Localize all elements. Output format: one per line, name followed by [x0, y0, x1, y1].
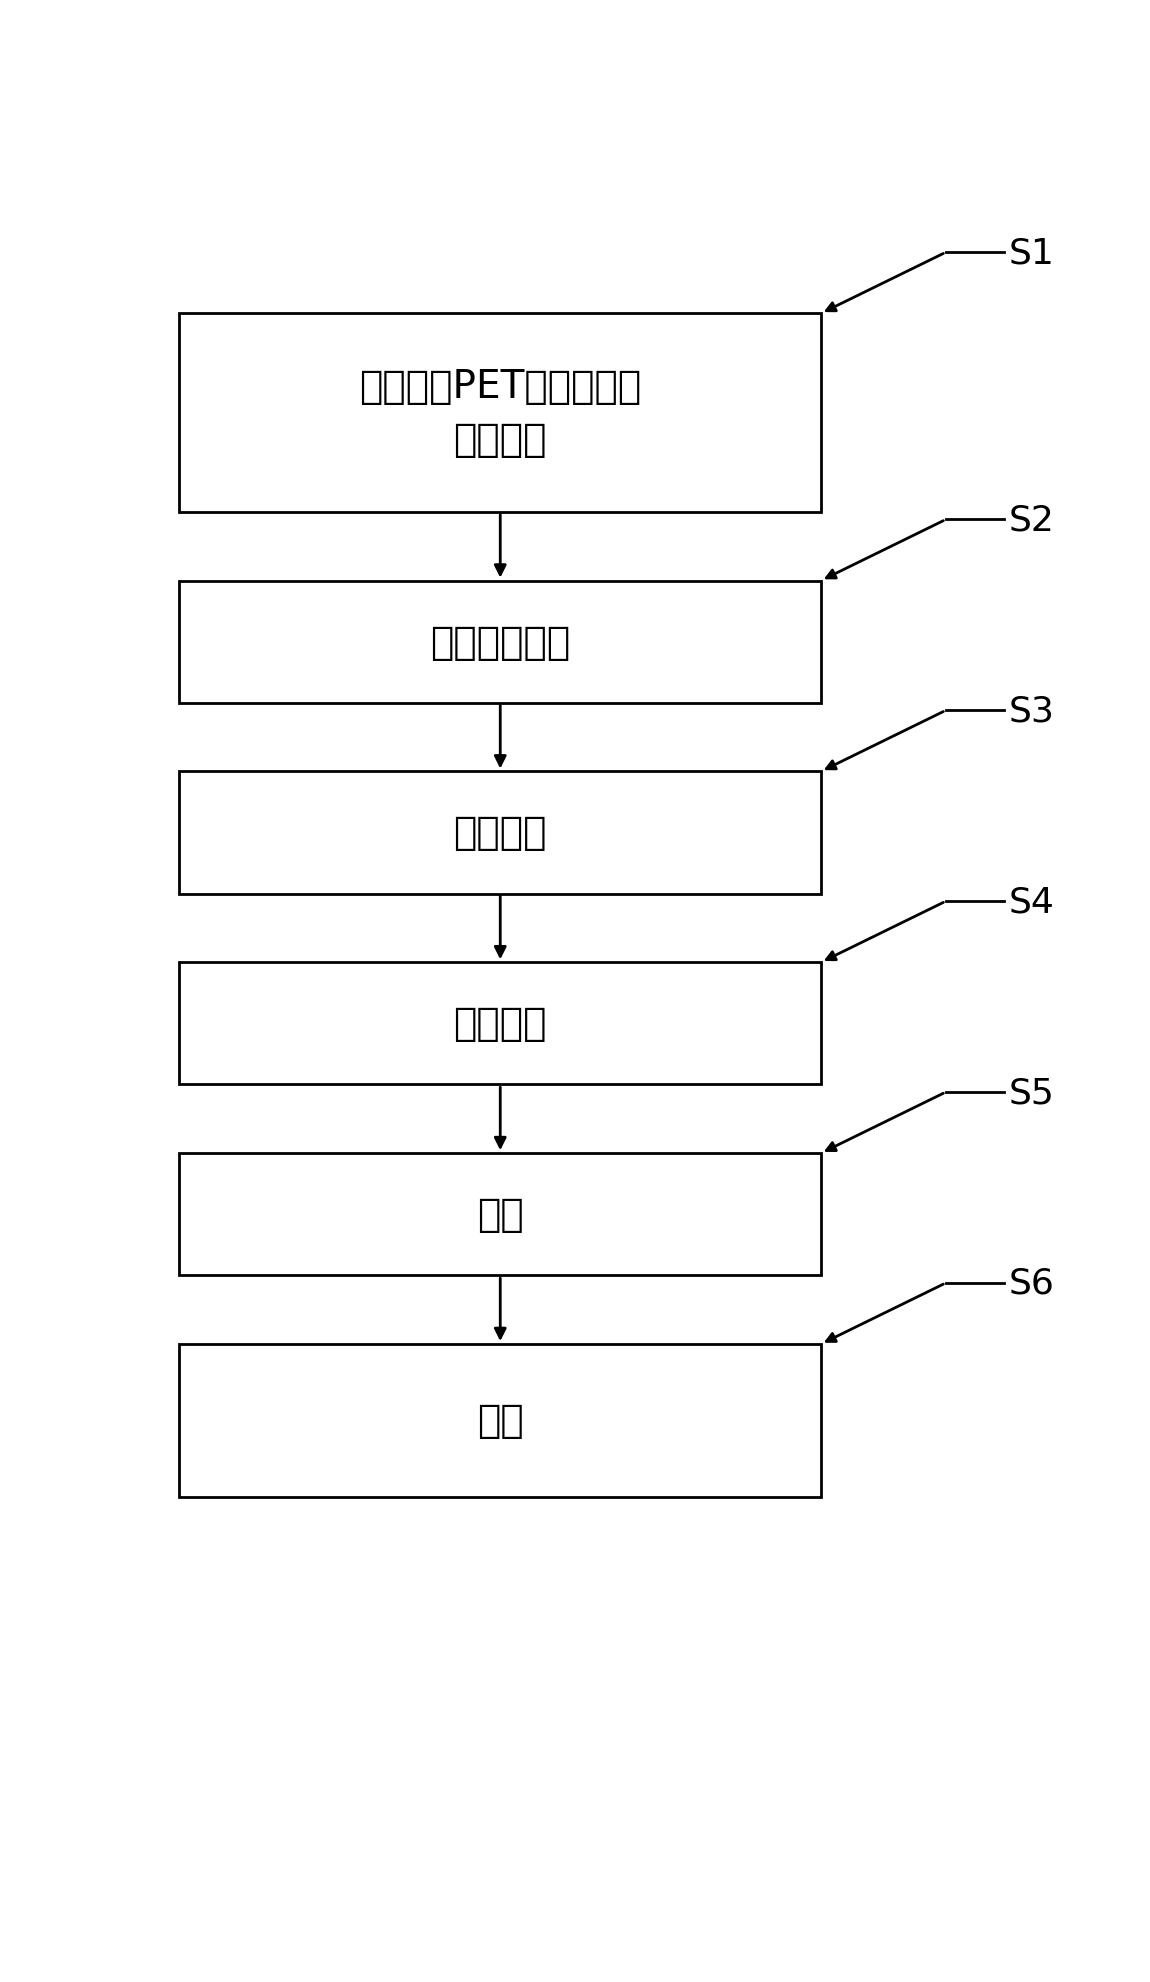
Bar	[179, 315, 821, 513]
Bar	[179, 1154, 821, 1276]
Text: S6: S6	[1009, 1266, 1055, 1300]
Text: 石墨烯与PET材料混合制
得母料粒: 石墨烯与PET材料混合制 得母料粒	[359, 369, 642, 458]
Text: 加热压片: 加热压片	[453, 1005, 547, 1043]
Text: S5: S5	[1009, 1076, 1055, 1110]
Bar	[179, 1344, 821, 1496]
Text: 熔融挤压喷丝: 熔融挤压喷丝	[430, 622, 570, 662]
Text: 冷却成型: 冷却成型	[453, 815, 547, 852]
Text: S4: S4	[1009, 884, 1055, 920]
Text: 卷绕: 卷绕	[477, 1401, 523, 1439]
Text: S3: S3	[1009, 694, 1055, 727]
Text: 固化: 固化	[477, 1195, 523, 1233]
Bar	[179, 963, 821, 1084]
Bar	[179, 773, 821, 894]
Text: S1: S1	[1009, 236, 1055, 270]
Bar	[179, 581, 821, 704]
Text: S2: S2	[1009, 503, 1055, 537]
